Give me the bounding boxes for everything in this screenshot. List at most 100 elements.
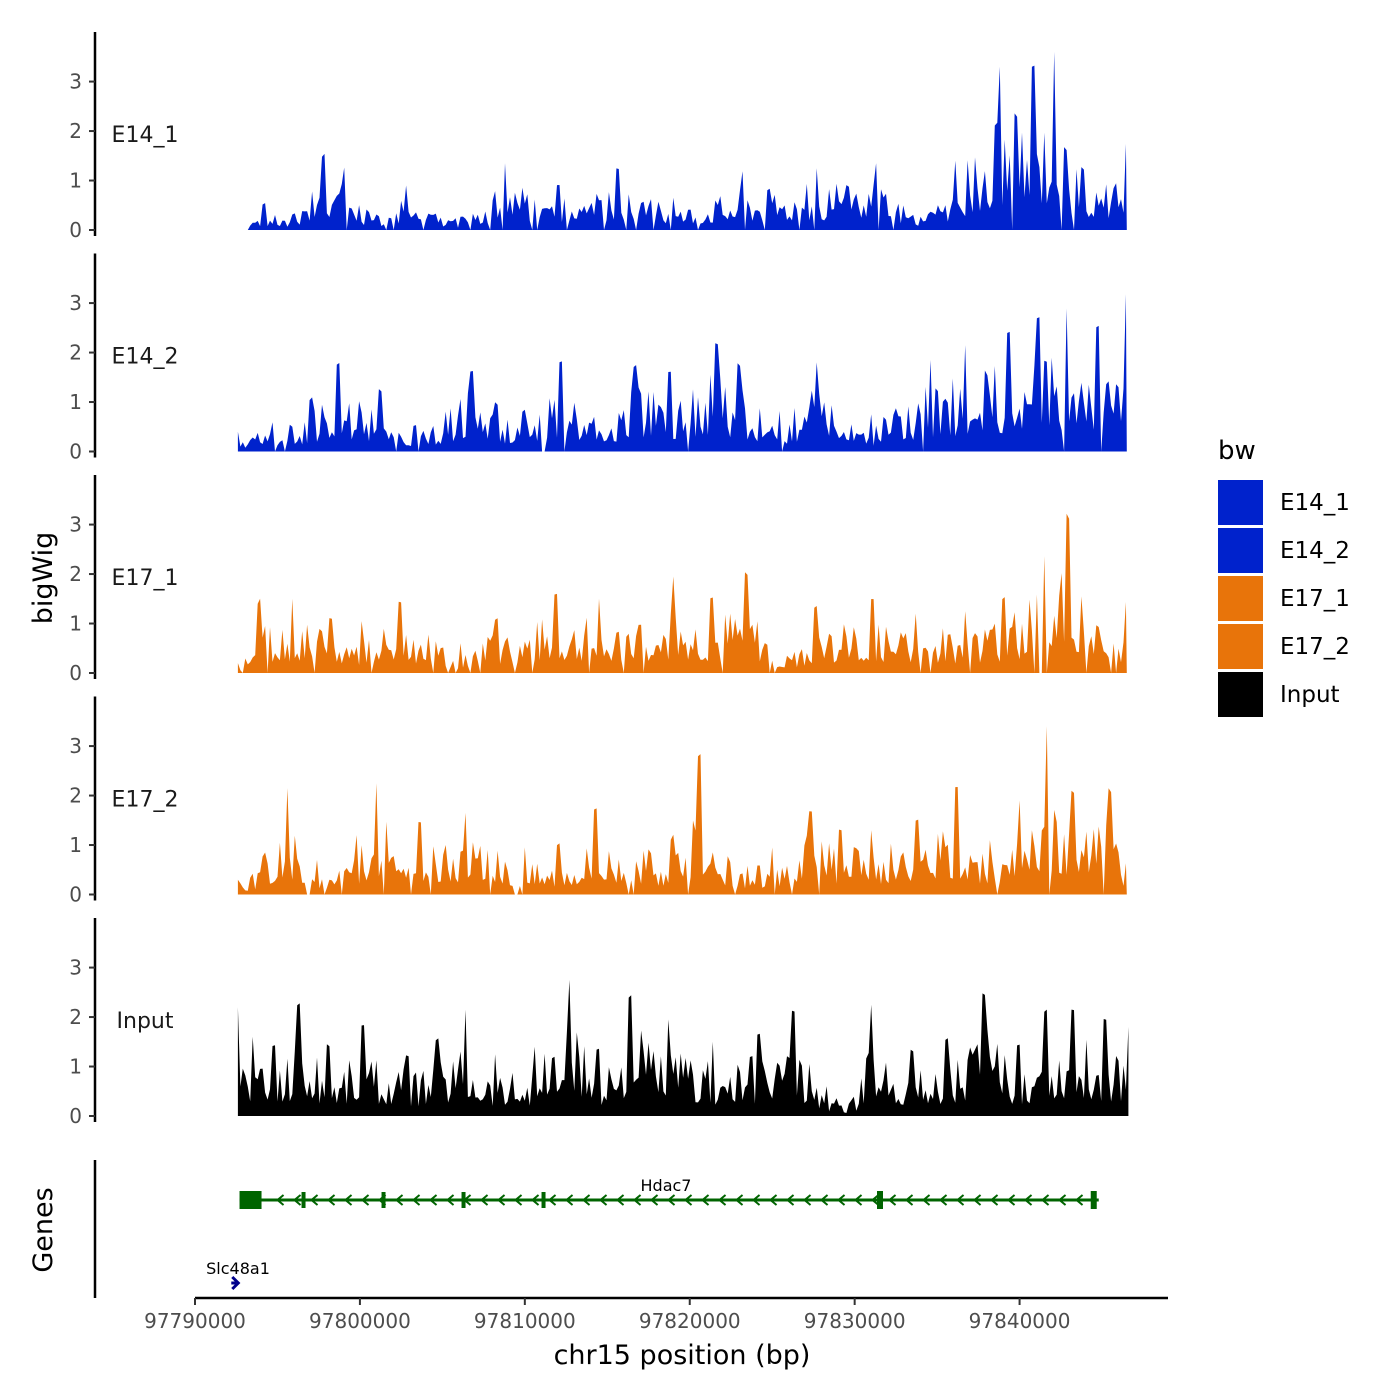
coverage-area bbox=[237, 294, 1127, 452]
gene-label: Slc48a1 bbox=[206, 1259, 270, 1278]
legend-swatch bbox=[1218, 672, 1263, 717]
legend-label: Input bbox=[1280, 682, 1340, 708]
strand-chevron bbox=[666, 1194, 676, 1206]
legend-label: E14_2 bbox=[1280, 538, 1350, 564]
y-tick-label: 2 bbox=[69, 341, 82, 365]
strand-chevron bbox=[496, 1194, 506, 1206]
strand-chevron bbox=[394, 1194, 404, 1206]
legend-swatch bbox=[1218, 576, 1263, 621]
legend-label: E14_1 bbox=[1280, 490, 1350, 516]
strand-chevron bbox=[989, 1194, 999, 1206]
strand-chevron bbox=[904, 1194, 914, 1206]
strand-chevron bbox=[343, 1194, 353, 1206]
coverage-tracks: 0 1 2 3 E14_1 0 1 2 3 E14_2 0 1 2 3 E17_1 0 1 2 3 E17_2 0 1 2 3… bbox=[69, 32, 1129, 1128]
strand-chevron bbox=[853, 1194, 863, 1206]
gene-label: Hdac7 bbox=[641, 1176, 692, 1195]
y-tick-label: 3 bbox=[69, 734, 82, 758]
strand-chevron bbox=[428, 1194, 438, 1206]
strand-chevron bbox=[231, 1275, 241, 1291]
strand-chevron bbox=[819, 1194, 829, 1206]
gene-exon bbox=[877, 1191, 883, 1209]
gene-exon bbox=[541, 1192, 546, 1208]
x-tick-label: 97820000 bbox=[639, 1309, 741, 1333]
x-tick-label: 97810000 bbox=[474, 1309, 576, 1333]
y-tick-label: 2 bbox=[69, 784, 82, 808]
strand-chevron bbox=[513, 1194, 523, 1206]
strand-chevron bbox=[921, 1194, 931, 1206]
x-tick-label: 97800000 bbox=[309, 1309, 411, 1333]
coverage-area bbox=[237, 726, 1127, 895]
strand-chevron bbox=[326, 1194, 336, 1206]
strand-chevron bbox=[802, 1194, 812, 1206]
track-e17-2: 0 1 2 3 E17_2 bbox=[69, 696, 1127, 907]
strand-chevron bbox=[445, 1194, 455, 1206]
strand-chevron bbox=[360, 1194, 370, 1206]
strand-chevron bbox=[530, 1194, 540, 1206]
track-label: Input bbox=[117, 1009, 174, 1034]
strand-chevron bbox=[887, 1194, 897, 1206]
y-tick-label: 0 bbox=[69, 440, 82, 464]
y-tick-label: 1 bbox=[69, 390, 82, 414]
x-tick-label: 97790000 bbox=[144, 1309, 246, 1333]
strand-chevron bbox=[1023, 1194, 1033, 1206]
y-tick-label: 1 bbox=[69, 612, 82, 636]
strand-chevron bbox=[717, 1194, 727, 1206]
y-tick-label: 3 bbox=[69, 291, 82, 315]
strand-chevron bbox=[870, 1194, 880, 1206]
track-e17-1: 0 1 2 3 E17_1 bbox=[69, 475, 1127, 685]
strand-chevron bbox=[564, 1194, 574, 1206]
strand-chevron bbox=[938, 1194, 948, 1206]
y-tick-label: 0 bbox=[69, 661, 82, 685]
track-label: E17_2 bbox=[112, 788, 179, 813]
y-tick-label: 0 bbox=[69, 883, 82, 907]
strand-chevron bbox=[275, 1194, 285, 1206]
legend-swatch bbox=[1218, 480, 1263, 525]
strand-chevron bbox=[751, 1194, 761, 1206]
strand-chevron bbox=[547, 1194, 557, 1206]
genes-axis-title: Genes bbox=[28, 1187, 59, 1272]
x-axis: 97790000 97800000 97810000 97820000 97830000… bbox=[144, 1296, 1168, 1333]
strand-chevron bbox=[785, 1194, 795, 1206]
strand-chevron bbox=[632, 1194, 642, 1206]
legend-title: bw bbox=[1218, 436, 1256, 466]
gene-exon bbox=[301, 1192, 306, 1208]
gene-hdac7: Hdac7 bbox=[239, 1176, 1099, 1209]
coverage-area bbox=[237, 513, 1127, 673]
gene-exon bbox=[381, 1192, 386, 1208]
y-tick-label: 1 bbox=[69, 1055, 82, 1079]
x-axis-title: chr15 position (bp) bbox=[554, 1340, 811, 1371]
y-tick-label: 0 bbox=[69, 218, 82, 242]
strand-chevron bbox=[955, 1194, 965, 1206]
strand-chevron bbox=[1040, 1194, 1050, 1206]
legend: bw E14_1 E14_2 E17_1 E17_2 Input bbox=[1218, 436, 1350, 717]
strand-chevron bbox=[649, 1194, 659, 1206]
track-input: 0 1 2 3 Input bbox=[69, 918, 1129, 1128]
gene-exon bbox=[239, 1191, 262, 1209]
coverage-area bbox=[247, 51, 1127, 231]
strand-chevron bbox=[768, 1194, 778, 1206]
y-tick-label: 1 bbox=[69, 169, 82, 193]
y-axis-title: bigWig bbox=[28, 532, 59, 625]
strand-chevron bbox=[377, 1194, 387, 1206]
y-tick-label: 2 bbox=[69, 119, 82, 143]
y-tick-label: 3 bbox=[69, 956, 82, 980]
y-tick-label: 2 bbox=[69, 562, 82, 586]
strand-chevron bbox=[462, 1194, 472, 1206]
strand-chevron bbox=[309, 1194, 319, 1206]
strand-chevron bbox=[734, 1194, 744, 1206]
strand-chevron bbox=[683, 1194, 693, 1206]
x-tick-label: 97830000 bbox=[804, 1309, 906, 1333]
strand-chevron bbox=[598, 1194, 608, 1206]
y-tick-label: 3 bbox=[69, 70, 82, 94]
y-tick-label: 2 bbox=[69, 1005, 82, 1029]
track-e14-2: 0 1 2 3 E14_2 bbox=[69, 253, 1127, 464]
strand-chevron bbox=[479, 1194, 489, 1206]
strand-chevron bbox=[836, 1194, 846, 1206]
legend-swatch bbox=[1218, 528, 1263, 573]
legend-swatch bbox=[1218, 624, 1263, 669]
coverage-area bbox=[237, 979, 1129, 1116]
track-label: E14_2 bbox=[112, 345, 179, 370]
strand-chevron bbox=[581, 1194, 591, 1206]
track-label: E17_1 bbox=[112, 566, 179, 591]
